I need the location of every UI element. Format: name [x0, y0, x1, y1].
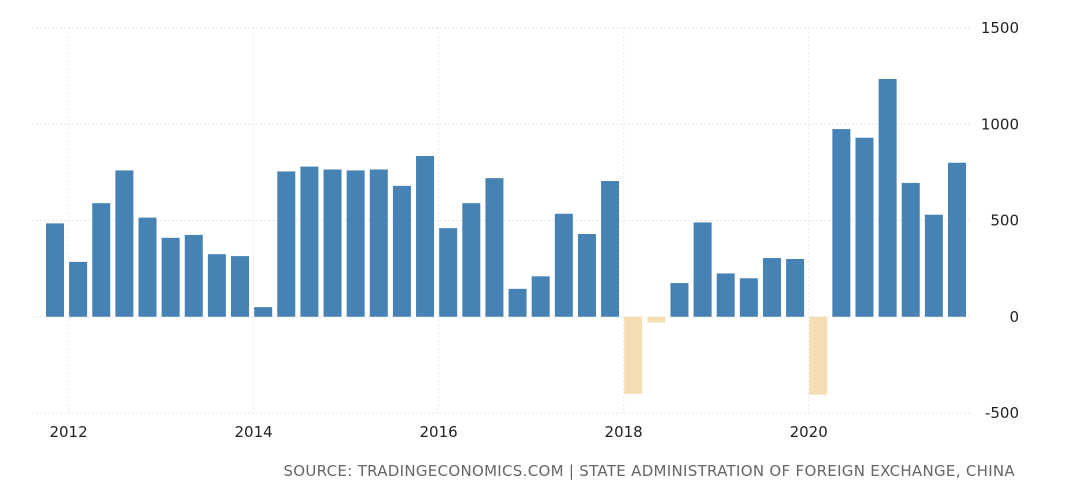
- bar-2016Q1: [439, 228, 458, 317]
- bar-2021Q1: [901, 182, 920, 317]
- bar-2013Q3: [207, 254, 226, 317]
- bar-2013Q1: [161, 237, 180, 317]
- y-tick-label: 1000: [981, 115, 1019, 133]
- bars: [46, 79, 966, 395]
- bar-2020Q1: [809, 316, 828, 395]
- x-tick-label: 2016: [420, 423, 458, 441]
- bar-2015Q2: [369, 169, 388, 317]
- bar-2019Q1: [716, 273, 735, 317]
- y-tick-label: -500: [985, 404, 1019, 422]
- bar-2021Q2: [924, 214, 943, 317]
- bar-2017Q2: [554, 213, 573, 317]
- bar-2015Q1: [346, 170, 365, 317]
- bar-2020Q2: [832, 129, 851, 317]
- bar-2014Q2: [277, 171, 296, 317]
- source-caption: SOURCE: TRADINGECONOMICS.COM | STATE ADM…: [283, 462, 1015, 480]
- x-tick-label: 2014: [234, 423, 272, 441]
- bar-2020Q4: [878, 79, 897, 317]
- bar-2014Q1: [254, 307, 273, 317]
- bar-2012Q4: [138, 217, 157, 317]
- x-tick-label: 2012: [49, 423, 87, 441]
- bar-2018Q2: [647, 316, 666, 323]
- bar-chart: 1500 1000 500 0 -500 2012 2014 2016 2018 2020: [32, 19, 1019, 441]
- bar-2013Q4: [231, 256, 250, 317]
- bar-2014Q4: [323, 169, 342, 317]
- bar-2011Q4: [46, 223, 64, 317]
- bar-2012Q2: [92, 203, 111, 317]
- y-tick-label: 1500: [981, 19, 1019, 37]
- y-tick-label: 500: [990, 212, 1019, 230]
- bar-2012Q3: [115, 170, 134, 317]
- bar-2018Q1: [624, 316, 643, 394]
- bar-2016Q4: [508, 288, 527, 317]
- bar-2019Q3: [762, 258, 781, 317]
- bar-2021Q3: [948, 162, 966, 317]
- bar-2015Q4: [416, 156, 435, 317]
- bar-2017Q1: [531, 276, 550, 317]
- y-tick-label: 0: [1009, 308, 1019, 326]
- bar-2014Q3: [300, 166, 319, 317]
- bar-2016Q3: [485, 178, 504, 317]
- x-axis-ticks: 2012 2014 2016 2018 2020: [49, 423, 827, 441]
- bar-2016Q2: [462, 203, 481, 317]
- bar-2013Q2: [184, 234, 203, 317]
- bar-2017Q3: [577, 233, 596, 317]
- bar-2018Q4: [693, 222, 712, 317]
- y-axis-ticks: 1500 1000 500 0 -500: [981, 19, 1019, 422]
- bar-2015Q3: [392, 185, 411, 317]
- x-tick-label: 2018: [605, 423, 643, 441]
- bar-2019Q4: [786, 259, 805, 317]
- bar-2017Q4: [601, 181, 620, 317]
- x-tick-label: 2020: [790, 423, 828, 441]
- bar-2018Q3: [670, 283, 689, 317]
- bar-2012Q1: [69, 261, 88, 317]
- bar-2019Q2: [739, 278, 758, 317]
- bar-2020Q3: [855, 137, 874, 317]
